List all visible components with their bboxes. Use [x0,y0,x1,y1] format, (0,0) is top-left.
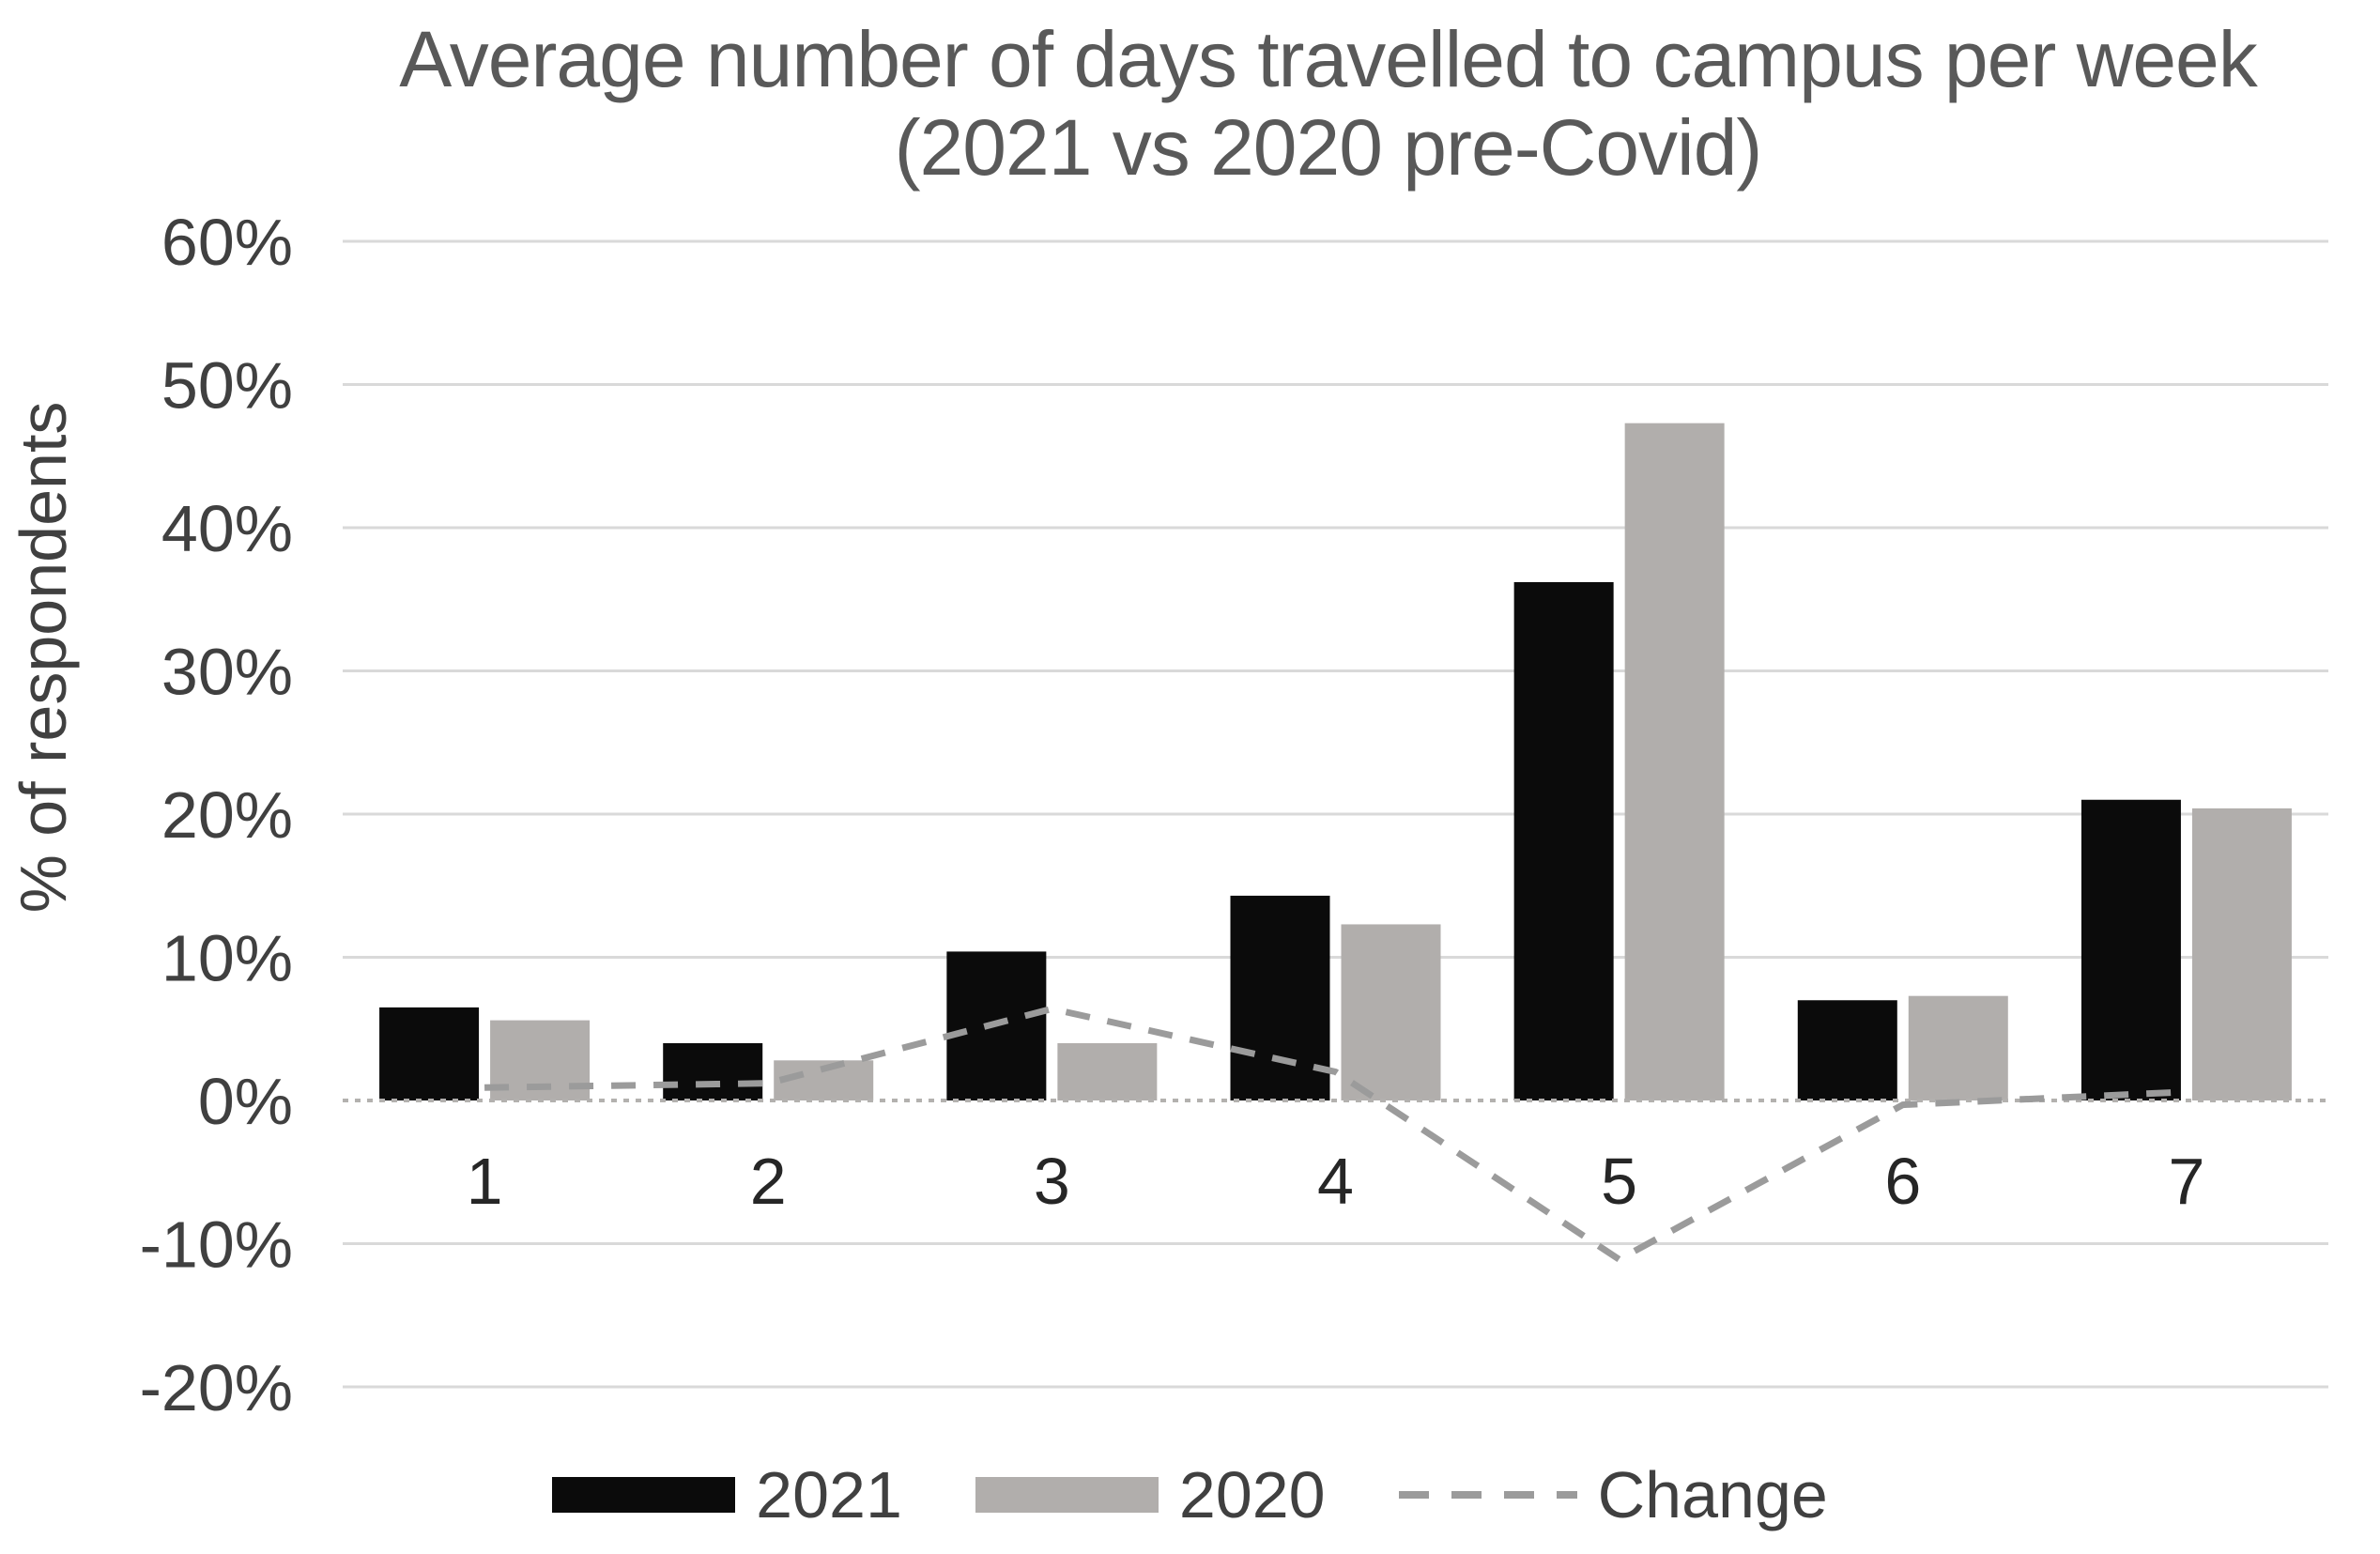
bar-2020-cat3 [1057,1043,1158,1100]
x-tick-label-6: 6 [1884,1145,1921,1218]
bar-2020-cat4 [1341,924,1441,1100]
y-tick-label-30%: 30% [161,636,293,709]
y-tick-label-40%: 40% [161,492,293,565]
bar-2020-cat6 [1908,995,2008,1100]
legend-dashed-line-swatch [1398,1491,1577,1499]
y-tick-label-0%: 0% [198,1065,293,1138]
legend-item-change: Change [1398,1457,1828,1532]
y-tick-label--10%: -10% [140,1208,293,1282]
legend-item-2021: 2021 [552,1457,902,1532]
change-line [484,1005,2188,1264]
x-tick-label-3: 3 [1034,1145,1070,1218]
legend: 2021 2020 Change [0,1457,2380,1532]
bar-2021-cat7 [2081,799,2181,1100]
x-tick-label-7: 7 [2168,1145,2204,1218]
y-tick-label-50%: 50% [161,349,293,423]
chart-title-line-1: Average number of days travelled to camp… [399,15,2258,103]
x-tick-label-4: 4 [1317,1145,1354,1218]
bar-2021-cat4 [1230,895,1330,1100]
bar-2020-cat5 [1624,423,1725,1100]
x-tick-label-5: 5 [1601,1145,1637,1218]
legend-swatch-2021 [552,1477,736,1513]
chart-title-line-2: (2021 vs 2020 pre-Covid) [894,103,1763,192]
legend-label-2021: 2021 [756,1458,902,1531]
bar-2021-cat1 [379,1007,480,1100]
legend-item-2020: 2020 [975,1457,1326,1532]
bar-2021-cat5 [1513,581,1614,1100]
x-tick-label-1: 1 [467,1145,503,1218]
y-tick-label--20%: -20% [140,1351,293,1424]
legend-swatch-2020 [975,1477,1159,1513]
y-tick-label-60%: 60% [161,206,293,279]
legend-label-change: Change [1597,1458,1828,1531]
legend-label-2020: 2020 [1178,1458,1326,1531]
bar-2021-cat6 [1797,1000,1897,1100]
x-tick-label-2: 2 [750,1145,787,1218]
chart-title: Average number of days travelled to camp… [282,15,2374,192]
bar-2020-cat7 [2191,808,2292,1100]
bar-2021-cat2 [663,1043,763,1100]
y-tick-label-20%: 20% [161,778,293,852]
y-tick-label-10%: 10% [161,922,293,995]
